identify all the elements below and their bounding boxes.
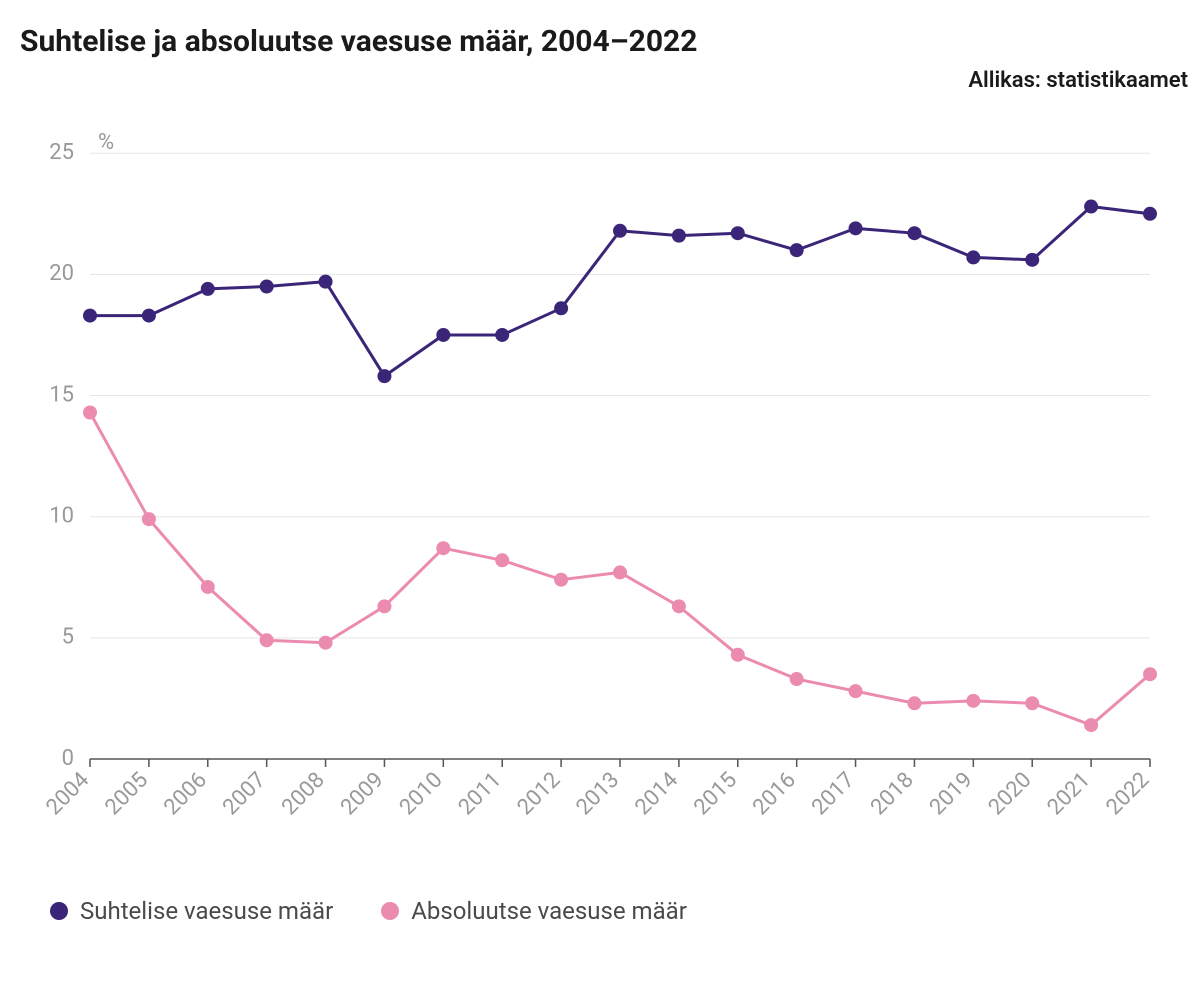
x-tick-label: 2019 bbox=[925, 768, 978, 821]
legend-item-absolute: Absoluutse vaesuse määr bbox=[381, 897, 687, 925]
data-point bbox=[1084, 200, 1098, 214]
x-tick-label: 2018 bbox=[866, 768, 919, 821]
x-tick-label: 2014 bbox=[630, 768, 683, 821]
data-point bbox=[731, 226, 745, 240]
data-point bbox=[790, 243, 804, 257]
svg-text:15: 15 bbox=[49, 382, 74, 407]
x-tick-label: 2013 bbox=[572, 768, 625, 821]
legend-dot-icon bbox=[381, 902, 399, 920]
data-point bbox=[790, 672, 804, 686]
source-label: Allikas: statistikaamet bbox=[968, 68, 1188, 93]
data-point bbox=[907, 226, 921, 240]
x-tick-label: 2022 bbox=[1102, 768, 1155, 821]
svg-text:20: 20 bbox=[49, 261, 74, 286]
x-tick-label: 2006 bbox=[159, 768, 212, 821]
x-tick-label: 2010 bbox=[395, 768, 448, 821]
data-point bbox=[83, 406, 97, 420]
data-point bbox=[613, 565, 627, 579]
data-point bbox=[731, 648, 745, 662]
x-tick-label: 2005 bbox=[100, 768, 153, 821]
x-tick-label: 2008 bbox=[277, 768, 330, 821]
x-tick-label: 2016 bbox=[748, 768, 801, 821]
data-point bbox=[849, 684, 863, 698]
data-point bbox=[436, 541, 450, 555]
data-point bbox=[554, 573, 568, 587]
data-point bbox=[495, 328, 509, 342]
x-tick-label: 2009 bbox=[336, 768, 389, 821]
data-point bbox=[83, 309, 97, 323]
legend-label: Suhtelise vaesuse määr bbox=[80, 897, 333, 925]
x-tick-label: 2020 bbox=[984, 768, 1037, 821]
legend: Suhtelise vaesuse määr Absoluutse vaesus… bbox=[20, 897, 1180, 925]
data-point bbox=[672, 229, 686, 243]
data-point bbox=[201, 282, 215, 296]
data-point bbox=[907, 696, 921, 710]
data-point bbox=[142, 309, 156, 323]
svg-text:%: % bbox=[98, 130, 114, 155]
data-point bbox=[672, 599, 686, 613]
data-point bbox=[1084, 718, 1098, 732]
data-point bbox=[613, 224, 627, 238]
chart-title: Suhtelise ja absoluutse vaesuse määr, 20… bbox=[20, 24, 1180, 59]
data-point bbox=[849, 221, 863, 235]
data-point bbox=[1025, 253, 1039, 267]
data-point bbox=[377, 599, 391, 613]
data-point bbox=[1025, 696, 1039, 710]
data-point bbox=[260, 633, 274, 647]
data-point bbox=[436, 328, 450, 342]
data-point bbox=[260, 280, 274, 294]
svg-text:5: 5 bbox=[62, 625, 74, 650]
chart-container: Suhtelise ja absoluutse vaesuse määr, 20… bbox=[0, 0, 1200, 1000]
x-tick-label: 2011 bbox=[454, 768, 507, 821]
data-point bbox=[1143, 667, 1157, 681]
x-tick-label: 2021 bbox=[1043, 768, 1096, 821]
data-point bbox=[495, 553, 509, 567]
data-point bbox=[966, 694, 980, 708]
x-tick-label: 2017 bbox=[807, 768, 860, 821]
legend-label: Absoluutse vaesuse määr bbox=[411, 897, 687, 925]
data-point bbox=[377, 369, 391, 383]
data-point bbox=[142, 512, 156, 526]
data-point bbox=[319, 275, 333, 289]
svg-text:25: 25 bbox=[49, 140, 74, 165]
x-tick-label: 2012 bbox=[513, 768, 566, 821]
legend-dot-icon bbox=[50, 902, 68, 920]
svg-text:0: 0 bbox=[62, 746, 74, 771]
data-point bbox=[319, 636, 333, 650]
data-point bbox=[1143, 207, 1157, 221]
legend-item-relative: Suhtelise vaesuse määr bbox=[50, 897, 333, 925]
x-tick-label: 2007 bbox=[218, 768, 271, 821]
data-point bbox=[966, 250, 980, 264]
x-tick-label: 2004 bbox=[42, 768, 95, 821]
data-point bbox=[201, 580, 215, 594]
line-chart-svg: 0510152025%20042005200620072008200920102… bbox=[20, 109, 1180, 869]
data-point bbox=[554, 301, 568, 315]
x-tick-label: 2015 bbox=[689, 768, 742, 821]
chart-plot-area: 0510152025%20042005200620072008200920102… bbox=[20, 109, 1180, 869]
svg-text:10: 10 bbox=[49, 504, 74, 529]
